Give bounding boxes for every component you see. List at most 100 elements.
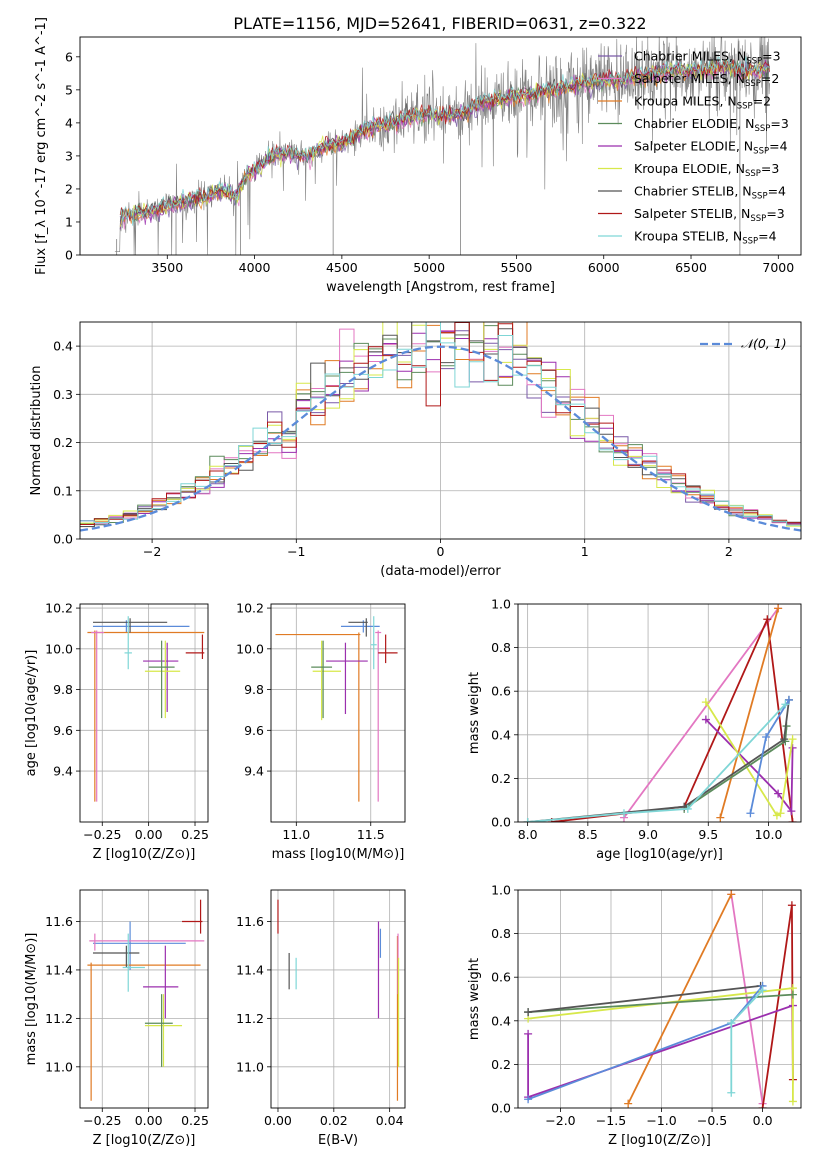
panel-mass_vs_Z: −0.25 0.00 0.25 11.0 11.2 11.4 11.6 Z [log10(Z/… xyxy=(24,889,209,1148)
errorbar-point xyxy=(312,640,341,721)
x-tick-label: 3500 xyxy=(151,260,183,275)
x-tick-label: −1.5 xyxy=(596,1113,626,1128)
y-tick-label: 0.4 xyxy=(491,727,511,742)
x-tick-label: 0.02 xyxy=(320,1113,348,1128)
weight-line xyxy=(527,699,790,822)
x-axis-label: mass [log10(M/M⊙)] xyxy=(272,847,405,862)
axes-frame xyxy=(270,603,406,823)
errorbar-point xyxy=(375,630,382,802)
legend-entry: Salpeter STELIB, NSSP=3 xyxy=(634,206,785,224)
weight-series xyxy=(716,604,783,822)
weight-marker xyxy=(774,789,783,798)
errorbar-point xyxy=(91,630,105,802)
weight-marker xyxy=(727,1018,736,1027)
weight-series xyxy=(746,695,793,818)
weight-line xyxy=(527,703,786,822)
legend-entry: 𝒩(0, 1) xyxy=(741,336,787,351)
y-axis-label: Normed distribution xyxy=(29,366,44,496)
errorbar-point xyxy=(144,640,181,719)
plot-area xyxy=(114,37,770,255)
y-tick-label: 0.8 xyxy=(491,640,511,655)
axes-frame xyxy=(79,603,209,823)
errorbar-point xyxy=(92,921,186,970)
y-axis-label: mass weight xyxy=(467,672,482,754)
legend-entry: Chabrier ELODIE, NSSP=3 xyxy=(634,116,789,134)
y-tick-label: 9.6 xyxy=(244,723,264,738)
weight-marker xyxy=(788,990,797,999)
y-tick-label: 0.4 xyxy=(491,1013,511,1028)
x-tick-label: 5500 xyxy=(501,260,533,275)
y-tick-label: 11.2 xyxy=(45,1011,73,1026)
y-tick-label: 0.2 xyxy=(491,771,511,786)
weight-marker xyxy=(758,1104,767,1108)
weight-line xyxy=(719,608,779,818)
y-tick-label: 1 xyxy=(65,214,73,229)
legend-entry: Salpeter MILES, NSSP=2 xyxy=(634,71,779,89)
weight-series xyxy=(547,615,797,822)
x-tick-label: −0.5 xyxy=(697,1113,727,1128)
errorbar-point xyxy=(144,994,183,1067)
x-tick-label: 0.25 xyxy=(181,1113,209,1128)
panel-spectrum: 3500 4000 4500 5000 5500 6000 6500 7000 0 1 2 3 4 5 6 w… xyxy=(34,17,802,295)
y-tick-label: 1.0 xyxy=(491,597,511,612)
errorbar-point xyxy=(144,994,173,1067)
errorbar-point xyxy=(185,634,205,660)
x-axis-label: Z [log10(Z/Z⊙)] xyxy=(93,847,196,862)
panel-age_vs_Z: −0.25 0.00 0.25 9.4 9.6 9.8 10.0 10.2 Z [log10(Z… xyxy=(24,601,209,862)
panel-weight_vs_Z: −2.0 −1.5 −1.0 −0.5 0.0 0.0 0.2 0.4 0.6 0.8 1.0 Z [… xyxy=(467,883,802,1148)
errorbar-point xyxy=(275,632,361,802)
y-tick-label: 0.6 xyxy=(491,684,511,699)
y-tick-label: 0.0 xyxy=(491,815,511,830)
legend-entry: Kroupa ELODIE, NSSP=3 xyxy=(634,161,779,179)
x-tick-label: −1 xyxy=(287,544,305,559)
x-tick-label: 4500 xyxy=(326,260,358,275)
weight-marker xyxy=(701,715,710,724)
y-tick-label: 0.0 xyxy=(491,1101,511,1116)
y-axis-label: mass weight xyxy=(467,958,482,1040)
x-tick-label: 6500 xyxy=(675,260,707,275)
weight-marker xyxy=(758,986,767,995)
x-axis-label: age [log10(age/yr)] xyxy=(596,847,723,862)
y-tick-label: 3 xyxy=(65,148,73,163)
x-tick-label: 5000 xyxy=(413,260,445,275)
weight-marker xyxy=(727,1088,736,1097)
weight-line xyxy=(730,894,764,1104)
histogram-step xyxy=(80,322,801,526)
x-tick-label: 7000 xyxy=(762,260,794,275)
histogram-step xyxy=(80,322,801,525)
y-tick-label: 11.6 xyxy=(45,914,73,929)
weight-marker xyxy=(524,1095,533,1104)
weight-marker xyxy=(774,604,783,613)
y-tick-label: 11.6 xyxy=(236,914,264,929)
y-tick-label: 0.4 xyxy=(53,339,73,354)
weight-marker xyxy=(788,743,797,752)
x-tick-label: −2 xyxy=(143,544,161,559)
x-tick-label: 11.0 xyxy=(282,827,310,842)
legend-entry: Chabrier STELIB, NSSP=4 xyxy=(634,184,786,202)
weight-series xyxy=(619,604,783,822)
y-tick-label: 10.0 xyxy=(236,641,264,656)
figure-title: PLATE=1156, MJD=52641, FIBERID=0631, z=0… xyxy=(233,14,646,33)
x-tick-label: 11.5 xyxy=(357,827,385,842)
legend-entry: Salpeter ELODIE, NSSP=4 xyxy=(634,139,788,157)
x-tick-label: 9.5 xyxy=(698,827,718,842)
weight-marker xyxy=(716,813,725,822)
weight-marker xyxy=(762,732,771,741)
panel-residuals: −2 −1 0 1 2 0.0 0.1 0.2 0.3 0.4 (data-model)/error… xyxy=(29,321,802,579)
plot-area xyxy=(271,890,405,1108)
y-axis-label: age [log10(age/yr)] xyxy=(24,650,39,777)
weight-marker xyxy=(781,700,790,709)
x-tick-label: 0.00 xyxy=(264,1113,292,1128)
y-tick-label: 1.0 xyxy=(491,883,511,898)
plot-area xyxy=(518,890,801,1108)
weight-marker xyxy=(788,1097,797,1106)
x-axis-label: Z [log10(Z/Z⊙)] xyxy=(93,1133,196,1148)
weight-marker xyxy=(524,1008,533,1017)
y-tick-label: 0.6 xyxy=(491,970,511,985)
plot-area xyxy=(80,604,208,822)
legend-entry: Chabrier MILES, NSSP=3 xyxy=(634,49,781,67)
y-tick-label: 11.4 xyxy=(236,962,264,977)
x-tick-label: 0.25 xyxy=(181,827,209,842)
errorbar-point xyxy=(326,642,368,715)
